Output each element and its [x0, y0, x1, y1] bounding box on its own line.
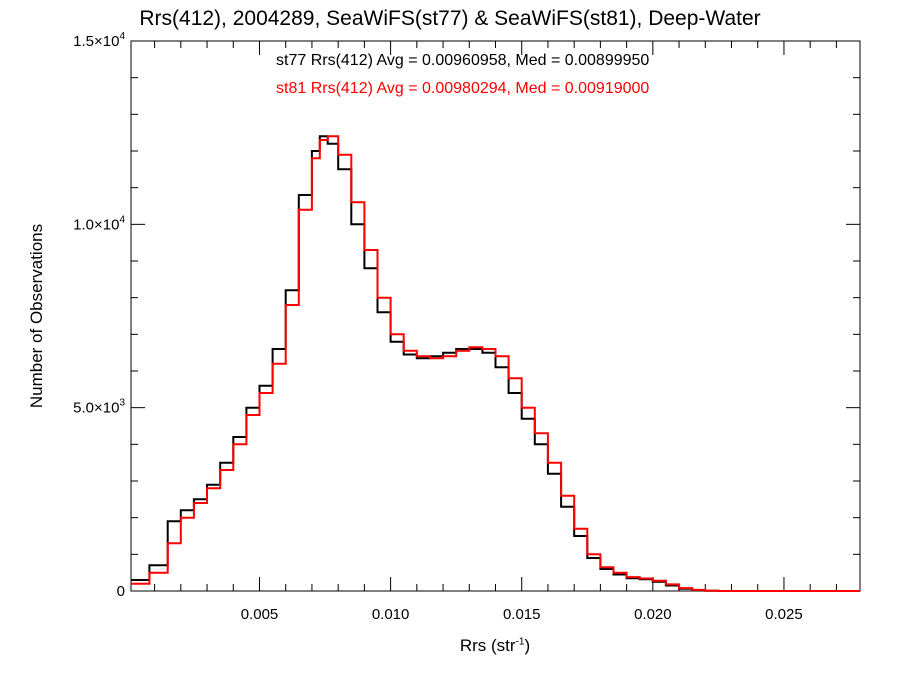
- y-tick-label-exponent: 4: [119, 31, 125, 42]
- y-tick-label-base: 1.5×10: [73, 33, 119, 50]
- x-axis-label-exponent: -1: [515, 636, 525, 648]
- y-tick-label-exponent: 4: [119, 214, 125, 225]
- y-tick-label: 0: [117, 583, 125, 600]
- y-tick-label-base: 0: [117, 583, 125, 600]
- x-axis-label: Rrs (str-1): [0, 636, 900, 656]
- x-axis-label-base: Rrs (str: [459, 636, 516, 655]
- x-axis-label-tail: ): [524, 636, 531, 655]
- series-st77-histogram: [131, 135, 860, 592]
- x-tick-label: 0.025: [765, 606, 803, 623]
- x-tick-label: 0.020: [634, 606, 672, 623]
- x-tick-label: 0.005: [241, 606, 279, 623]
- st77-stats-annotation: st77 Rrs(412) Avg = 0.00960958, Med = 0.…: [276, 52, 650, 69]
- y-tick-label-exponent: 3: [119, 398, 125, 409]
- chart-title: Rrs(412), 2004289, SeaWiFS(st77) & SeaWi…: [139, 7, 761, 30]
- y-tick-label-base: 5.0×10: [73, 400, 119, 417]
- y-tick-label-base: 1.0×10: [73, 216, 119, 233]
- y-tick-label: 5.0×103: [73, 398, 125, 417]
- series-st81-histogram: [131, 135, 860, 592]
- y-tick-label: 1.0×104: [73, 214, 125, 233]
- x-tick-label: 0.010: [372, 606, 410, 623]
- st81-stats-annotation: st81 Rrs(412) Avg = 0.00980294, Med = 0.…: [276, 80, 650, 97]
- y-tick-label: 1.5×104: [73, 31, 125, 50]
- y-axis-label: Number of Observations: [27, 223, 46, 409]
- x-tick-label: 0.015: [503, 606, 541, 623]
- plot-frame: [130, 40, 861, 592]
